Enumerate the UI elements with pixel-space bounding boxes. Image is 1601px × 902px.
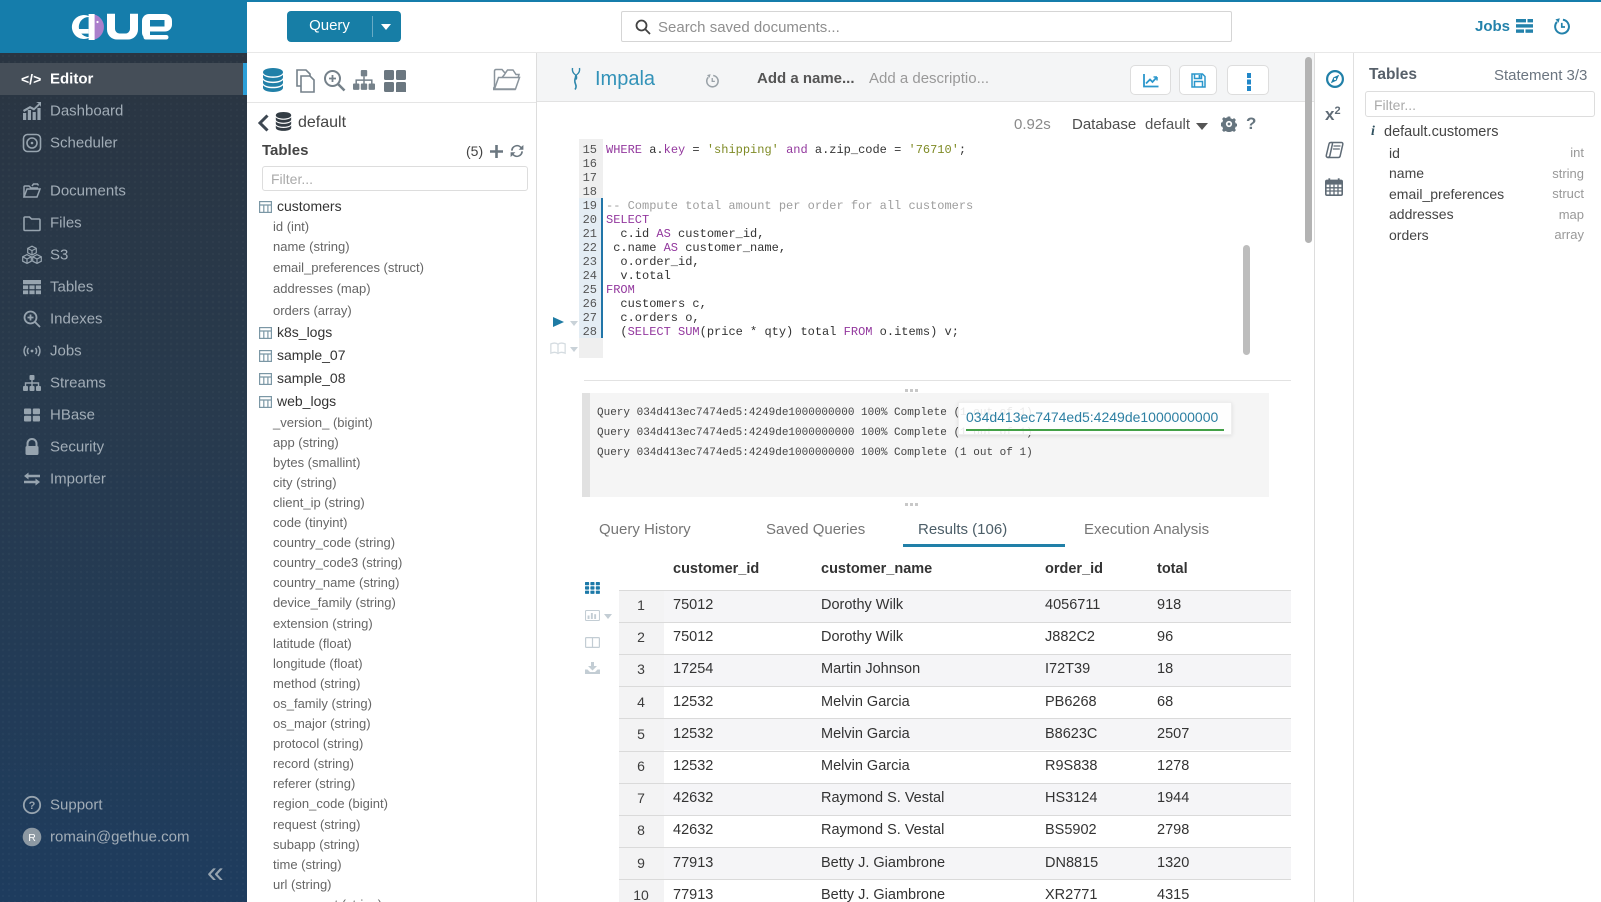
svg-text:?: ?	[29, 800, 36, 812]
svg-text:R: R	[28, 832, 36, 844]
